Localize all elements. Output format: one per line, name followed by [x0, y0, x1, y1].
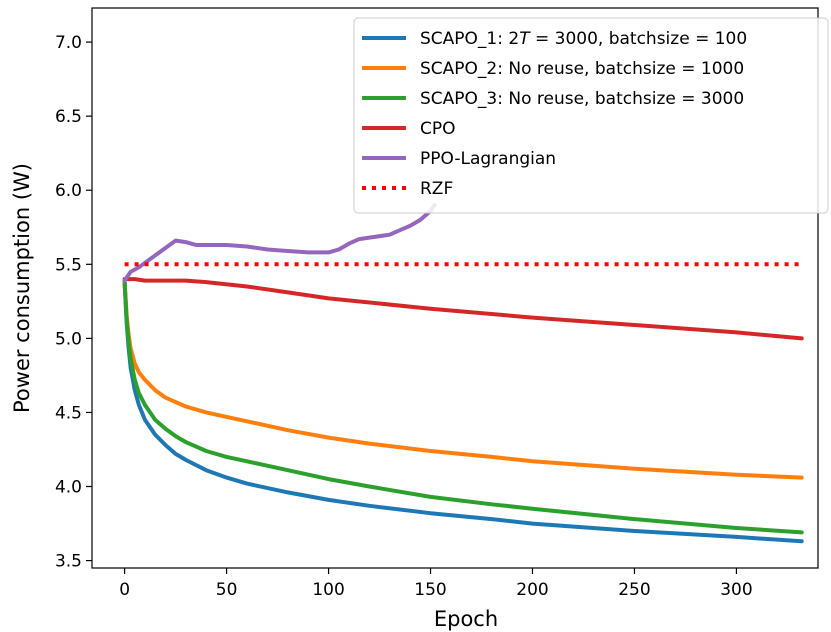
x-tick-label: 50 — [216, 580, 238, 600]
legend-label: SCAPO_3: No reuse, batchsize = 3000 — [420, 89, 744, 109]
y-tick-label: 5.5 — [55, 255, 82, 275]
legend-label: CPO — [420, 119, 456, 139]
legend-box — [353, 17, 829, 214]
series-line-1 — [122, 280, 804, 544]
legend-label: SCAPO_2: No reuse, batchsize = 1000 — [420, 59, 744, 79]
x-axis: 0 50 100 150 200 250 300 — [119, 568, 753, 600]
y-tick-label: 5.0 — [55, 329, 82, 349]
legend-label: PPO-Lagrangian — [420, 149, 556, 169]
series-line-5 — [122, 203, 437, 283]
y-axis: 3.5 4.0 4.5 5.0 5.5 6.0 6.5 7.0 — [55, 33, 92, 572]
legend-label: RZF — [420, 179, 453, 199]
plot-frame — [91, 7, 819, 569]
y-tick-label: 6.5 — [55, 107, 82, 127]
x-tick-label: 100 — [312, 580, 344, 600]
x-tick-label: 0 — [119, 580, 130, 600]
x-tick-label: 300 — [720, 580, 752, 600]
y-axis-title: Power consumption (W) — [10, 163, 34, 413]
y-tick-label: 6.0 — [55, 181, 82, 201]
y-tick-label: 7.0 — [55, 33, 82, 53]
x-tick-label: 250 — [618, 580, 650, 600]
y-tick-label: 4.0 — [55, 478, 82, 498]
series-line-2 — [122, 280, 804, 480]
series-layer — [122, 203, 804, 544]
y-tick-label: 3.5 — [55, 552, 82, 572]
x-tick-label: 200 — [516, 580, 548, 600]
legend-label: SCAPO_1: 2T = 3000, batchsize = 100 — [420, 29, 747, 49]
series-line-3 — [122, 280, 804, 535]
series-line-4 — [122, 277, 804, 341]
y-tick-label: 4.5 — [55, 403, 82, 423]
legend: SCAPO_1: 2T = 3000, batchsize = 100 SCAPO… — [353, 17, 829, 214]
x-tick-label: 150 — [414, 580, 446, 600]
x-axis-title: Epoch — [434, 607, 498, 631]
